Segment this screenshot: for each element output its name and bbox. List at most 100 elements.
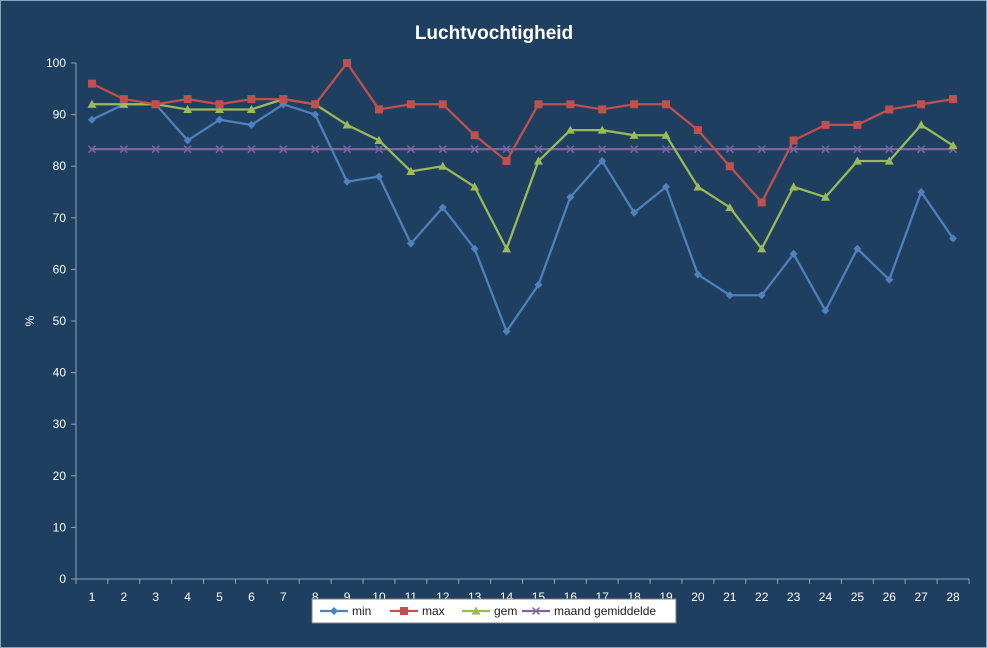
data-point-gem <box>629 130 639 139</box>
x-tick-label: 23 <box>787 590 801 604</box>
x-tick-label: 24 <box>819 590 833 604</box>
y-tick-label: 100 <box>46 56 66 70</box>
data-point-gem <box>87 99 97 108</box>
x-tick-label: 2 <box>120 590 127 604</box>
y-axis-label: % <box>23 315 37 326</box>
x-tick-label: 22 <box>755 590 769 604</box>
x-tick-label: 3 <box>152 590 159 604</box>
legend-label: max <box>422 604 445 618</box>
data-point-min <box>406 239 415 248</box>
data-point-gem <box>470 182 480 191</box>
data-point-maand-gemiddelde <box>215 145 224 154</box>
data-point-maand-gemiddelde <box>502 145 511 154</box>
x-tick-label: 1 <box>89 590 96 604</box>
series-min <box>87 100 958 336</box>
data-point-maand-gemiddelde <box>885 145 894 154</box>
data-point-min <box>502 327 511 336</box>
y-tick-label: 80 <box>53 159 67 173</box>
data-point-maand-gemiddelde <box>661 145 671 154</box>
data-point-max <box>247 95 256 104</box>
series-line-max <box>91 61 954 204</box>
series-layer <box>87 59 958 336</box>
data-point-gem <box>820 192 830 201</box>
data-point-maand-gemiddelde <box>183 145 192 154</box>
data-point-maand-gemiddelde <box>598 145 607 154</box>
data-point-min <box>343 177 352 186</box>
legend: min max gem maand gemiddelde <box>311 598 677 624</box>
data-point-max <box>470 131 479 140</box>
data-point-min <box>438 203 447 212</box>
data-point-gem <box>374 135 384 144</box>
data-point-maand-gemiddelde <box>725 145 734 154</box>
data-point-max <box>821 120 830 129</box>
data-point-min <box>853 244 862 253</box>
data-point-maand-gemiddelde <box>470 145 479 154</box>
data-point-min <box>821 306 830 315</box>
data-point-max <box>725 162 734 171</box>
data-point-maand-gemiddelde <box>821 145 830 154</box>
data-point-gem <box>789 182 799 191</box>
data-point-maand-gemiddelde <box>534 145 543 154</box>
y-tick-label: 60 <box>53 262 67 276</box>
data-point-maand-gemiddelde <box>438 145 447 154</box>
data-point-gem <box>183 104 193 114</box>
data-point-max <box>87 79 96 88</box>
legend-label: gem <box>494 604 517 618</box>
data-point-gem <box>884 156 894 165</box>
y-tick-label: 10 <box>53 520 67 534</box>
x-tick-label: 27 <box>914 590 928 604</box>
data-point-min <box>885 275 894 284</box>
data-point-max <box>853 120 862 129</box>
data-point-max <box>502 157 511 166</box>
data-point-min <box>693 270 702 279</box>
data-point-gem <box>852 156 862 165</box>
y-tick-label: 40 <box>53 366 67 380</box>
legend-marker <box>531 606 541 616</box>
data-point-gem <box>597 125 607 134</box>
data-point-min <box>87 115 96 124</box>
data-point-max <box>279 95 288 104</box>
legend-marker <box>400 607 408 615</box>
legend-label: maand gemiddelde <box>554 604 656 618</box>
data-point-max <box>215 100 224 109</box>
data-point-max <box>343 59 352 67</box>
data-point-min <box>789 249 798 258</box>
data-point-min <box>630 208 639 217</box>
data-point-maand-gemiddelde <box>566 145 575 154</box>
data-point-min <box>757 291 766 300</box>
data-point-gem <box>565 125 575 134</box>
y-tick-label: 90 <box>53 108 67 122</box>
data-point-gem <box>533 156 543 165</box>
data-point-gem <box>916 120 926 129</box>
series-max <box>87 59 958 207</box>
x-tick-label: 5 <box>216 590 223 604</box>
data-point-min <box>247 120 256 129</box>
data-point-maand-gemiddelde <box>374 145 384 154</box>
data-point-max <box>151 100 160 109</box>
y-tick-label: 50 <box>53 314 67 328</box>
data-point-max <box>598 105 607 114</box>
x-tick-label: 25 <box>851 590 865 604</box>
chart-title: Luchtvochtigheid <box>415 23 573 44</box>
data-point-max <box>438 100 447 109</box>
data-point-gem <box>693 182 703 191</box>
data-point-max <box>885 105 894 114</box>
data-point-maand-gemiddelde <box>311 145 320 154</box>
data-point-min <box>534 280 543 289</box>
data-point-max <box>566 100 575 109</box>
data-point-max <box>693 126 702 135</box>
data-point-min <box>598 157 607 166</box>
data-point-gem <box>119 99 129 108</box>
x-tick-label: 9 <box>344 590 351 604</box>
data-point-max <box>789 136 798 145</box>
data-point-gem <box>406 166 416 175</box>
data-point-maand-gemiddelde <box>917 145 926 154</box>
x-tick-label: 20 <box>691 590 705 604</box>
data-point-maand-gemiddelde <box>87 145 96 154</box>
data-point-gem <box>502 244 512 253</box>
data-point-maand-gemiddelde <box>630 145 639 154</box>
data-point-gem <box>725 202 735 212</box>
legend-marker <box>330 607 338 615</box>
